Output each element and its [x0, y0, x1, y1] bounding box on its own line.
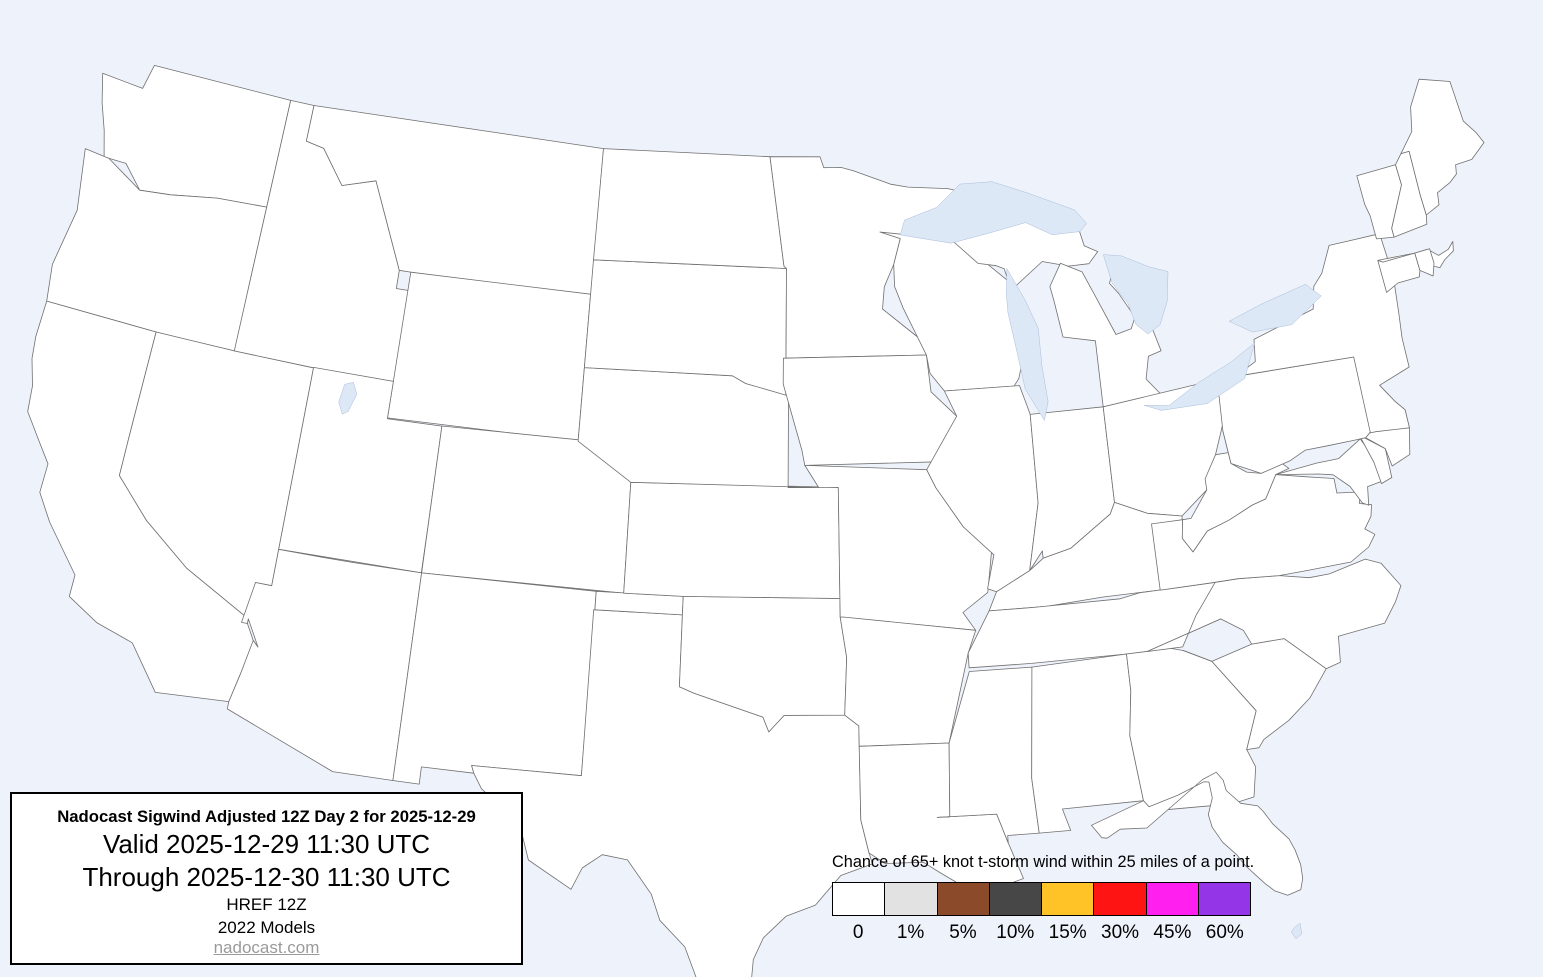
- ND: [594, 149, 787, 269]
- WY: [388, 272, 591, 441]
- KS: [624, 482, 840, 598]
- NM: [393, 573, 596, 784]
